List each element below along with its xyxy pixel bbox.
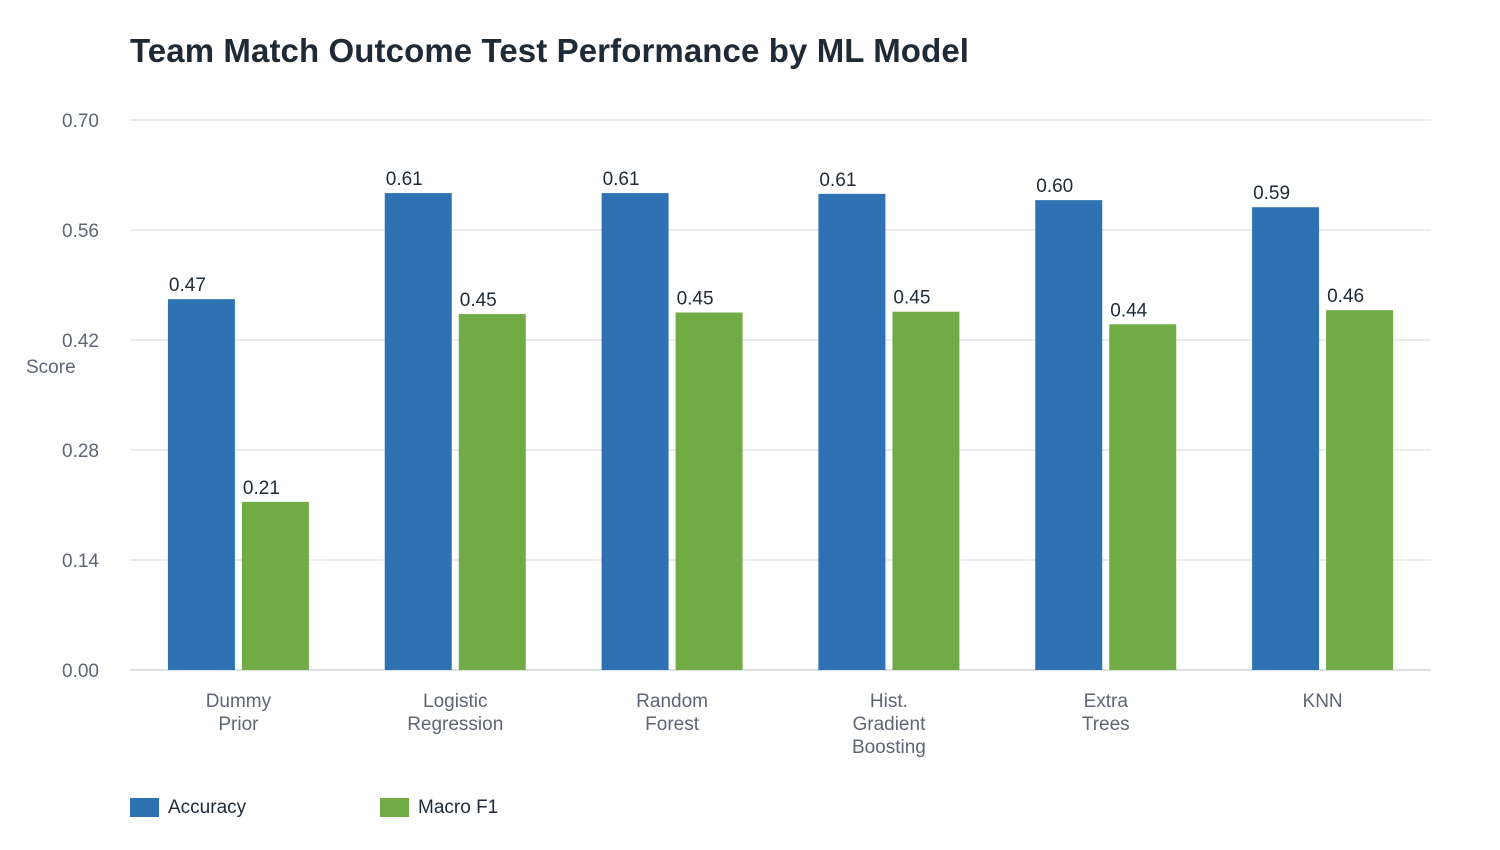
- legend: Accuracy Macro F1: [130, 797, 498, 818]
- legend-label-macro-f1: Macro F1: [418, 797, 498, 818]
- gridlines: [130, 119, 1431, 671]
- y-tick-label: 0.56: [62, 221, 99, 242]
- data-label-macro-f1: 0.45: [893, 288, 930, 309]
- data-label-macro-f1: 0.46: [1327, 286, 1364, 307]
- y-tick-label: 0.28: [62, 441, 99, 462]
- y-tick-label: 0.00: [62, 661, 99, 682]
- data-label-accuracy: 0.61: [603, 169, 640, 190]
- chart-title: Team Match Outcome Test Performance by M…: [130, 32, 970, 69]
- data-label-macro-f1: 0.45: [460, 290, 497, 311]
- x-category-label: Forest: [645, 714, 700, 735]
- x-category-label: Dummy: [206, 691, 272, 712]
- x-category-label: Prior: [218, 714, 259, 735]
- x-category-label: Random: [636, 691, 708, 712]
- x-category-label: Regression: [407, 714, 503, 735]
- legend-swatch-accuracy: [130, 798, 159, 817]
- x-category-label: Trees: [1082, 714, 1130, 735]
- bar-macro-f1: [241, 501, 309, 670]
- y-tick-label: 0.14: [62, 551, 99, 572]
- bar-accuracy: [818, 193, 886, 670]
- legend-swatch-macro-f1: [380, 798, 409, 817]
- bar-macro-f1: [1109, 324, 1177, 670]
- bar-macro-f1: [892, 311, 960, 670]
- bar-macro-f1: [458, 314, 526, 670]
- data-label-accuracy: 0.61: [819, 170, 856, 191]
- bar-accuracy: [384, 193, 452, 671]
- y-axis-ticks: 0.00 0.14 0.28 0.42 0.56 0.70: [62, 111, 99, 682]
- data-label-macro-f1: 0.21: [243, 478, 280, 499]
- bar-macro-f1: [1326, 310, 1394, 670]
- x-category-label: Boosting: [852, 737, 926, 758]
- data-label-accuracy: 0.61: [386, 169, 423, 190]
- bar-accuracy: [167, 299, 235, 670]
- data-label-accuracy: 0.47: [169, 275, 206, 296]
- x-category-label: Extra: [1084, 691, 1129, 712]
- data-labels: 0.47 0.21 0.61 0.45 0.61 0.45 0.61 0.45 0.60 0.44…: [169, 169, 1364, 499]
- x-category-label: KNN: [1303, 691, 1343, 712]
- x-category-label: Hist.: [870, 691, 908, 712]
- y-axis-label: Score: [26, 357, 76, 378]
- bar-accuracy: [1252, 207, 1320, 670]
- x-category-label: Gradient: [852, 714, 926, 735]
- bar-accuracy: [601, 193, 669, 671]
- y-tick-label: 0.70: [62, 111, 99, 132]
- data-label-macro-f1: 0.45: [677, 289, 714, 310]
- legend-label-accuracy: Accuracy: [168, 797, 247, 818]
- data-label-macro-f1: 0.44: [1110, 300, 1147, 321]
- bar-macro-f1: [675, 312, 743, 670]
- data-label-accuracy: 0.59: [1253, 183, 1290, 204]
- x-category-label: Logistic: [423, 691, 487, 712]
- y-tick-label: 0.42: [62, 331, 99, 352]
- bars: [167, 193, 1394, 671]
- data-label-accuracy: 0.60: [1036, 176, 1073, 197]
- bar-accuracy: [1035, 200, 1103, 670]
